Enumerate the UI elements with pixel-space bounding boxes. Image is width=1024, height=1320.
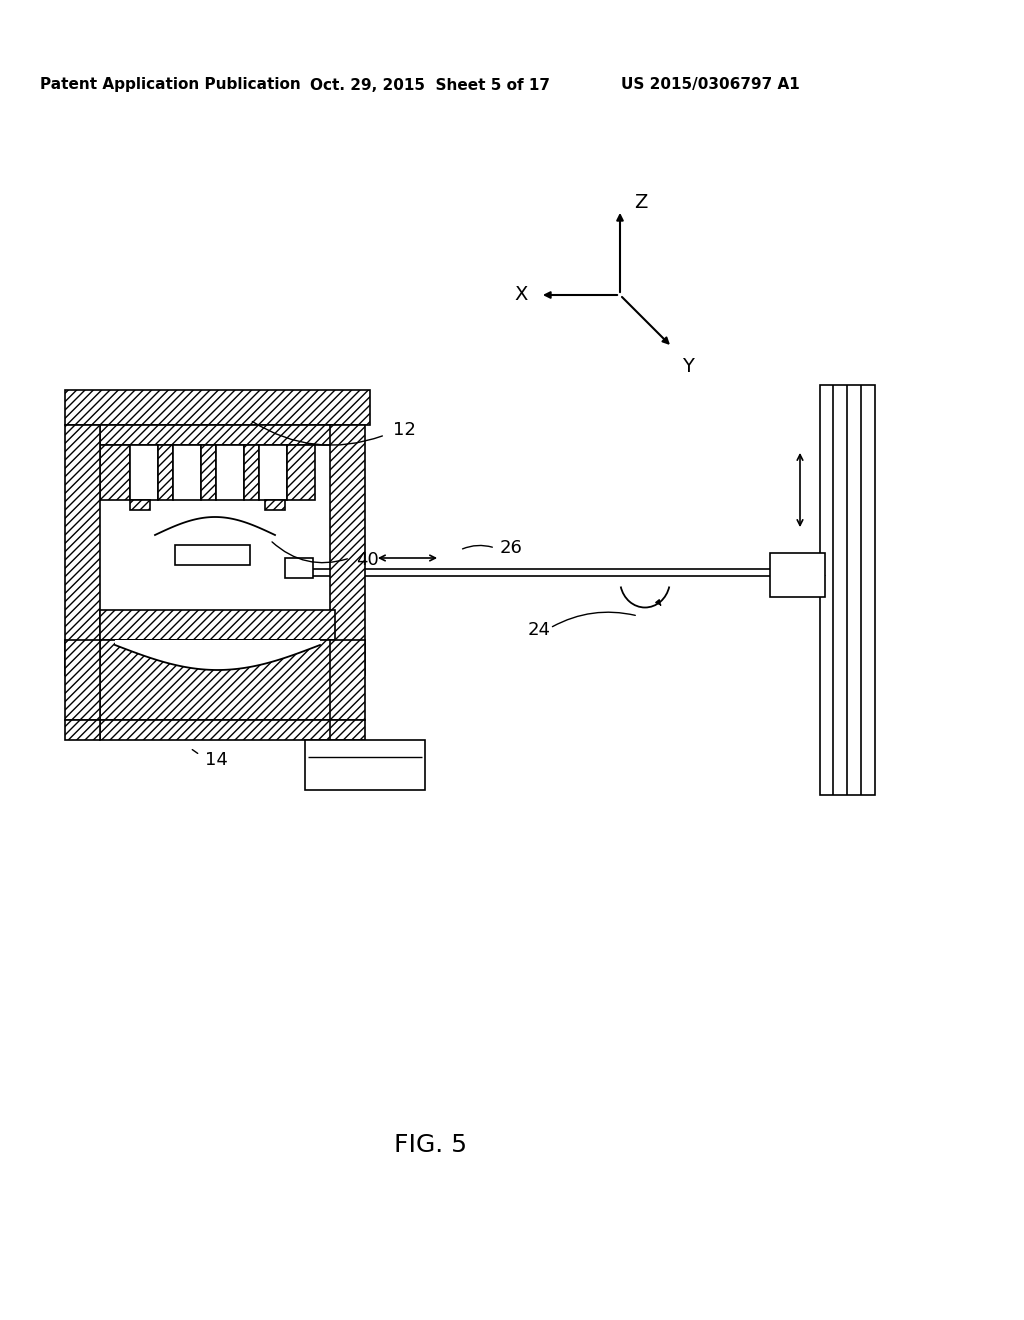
Bar: [100, 425, 335, 445]
Bar: [100, 445, 130, 500]
Bar: [65, 389, 370, 425]
Bar: [65, 425, 100, 675]
Bar: [216, 445, 244, 500]
Text: FIG. 5: FIG. 5: [393, 1133, 467, 1158]
Text: 14: 14: [205, 751, 228, 770]
Bar: [285, 558, 313, 578]
Bar: [65, 640, 100, 719]
Text: US 2015/0306797 A1: US 2015/0306797 A1: [621, 78, 800, 92]
Bar: [175, 545, 250, 565]
Text: Oct. 29, 2015  Sheet 5 of 17: Oct. 29, 2015 Sheet 5 of 17: [310, 78, 550, 92]
Bar: [158, 445, 173, 500]
Bar: [330, 719, 365, 741]
Bar: [130, 445, 158, 500]
Text: Patent Application Publication: Patent Application Publication: [40, 78, 300, 92]
Bar: [173, 445, 201, 500]
Bar: [244, 445, 259, 500]
Bar: [330, 640, 365, 719]
Text: Z: Z: [634, 194, 647, 213]
Bar: [201, 445, 216, 500]
Polygon shape: [115, 640, 319, 671]
Bar: [130, 500, 150, 510]
Bar: [820, 385, 874, 795]
Bar: [770, 553, 825, 597]
Bar: [100, 640, 335, 719]
Text: 24: 24: [528, 620, 551, 639]
Text: X: X: [515, 285, 528, 305]
Text: 40: 40: [356, 550, 379, 569]
Text: 12: 12: [393, 421, 416, 440]
Bar: [305, 741, 425, 789]
Bar: [330, 425, 365, 675]
Bar: [65, 719, 100, 741]
Bar: [287, 445, 315, 500]
Bar: [259, 445, 287, 500]
Text: 26: 26: [500, 539, 523, 557]
Bar: [100, 610, 335, 640]
Bar: [100, 719, 335, 741]
Text: Y: Y: [682, 356, 694, 376]
Bar: [265, 500, 285, 510]
